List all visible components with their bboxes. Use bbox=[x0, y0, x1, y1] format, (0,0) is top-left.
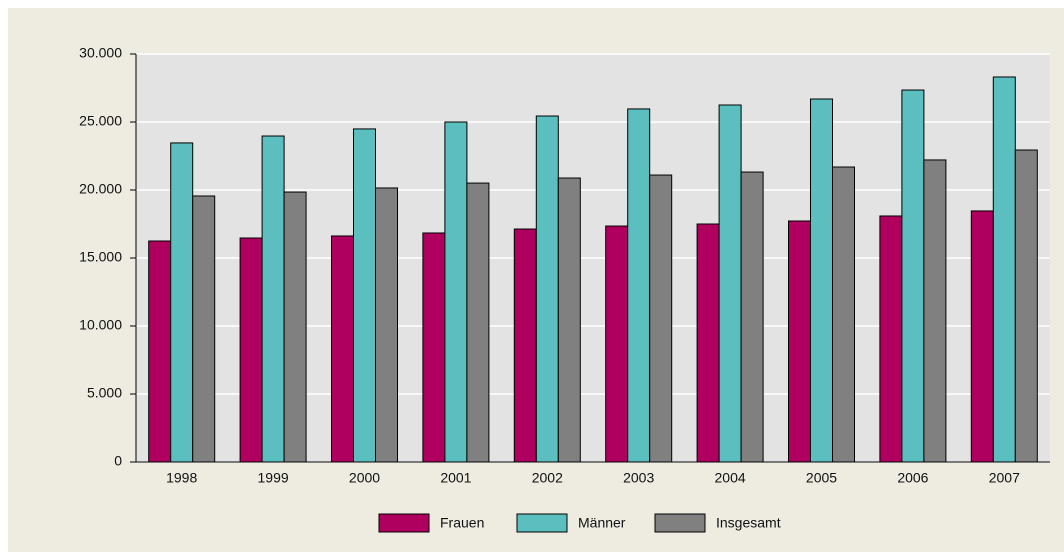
bar bbox=[696, 223, 720, 463]
x-tick-label: 2001 bbox=[440, 470, 471, 486]
bar bbox=[879, 215, 903, 463]
x-tick-label: 2007 bbox=[989, 470, 1020, 486]
bar bbox=[901, 89, 925, 463]
y-tick-label: 30.000 bbox=[79, 45, 122, 61]
legend-label: Frauen bbox=[440, 515, 484, 531]
bar bbox=[353, 128, 376, 463]
bar bbox=[148, 240, 172, 463]
y-tick-label: 25.000 bbox=[79, 113, 122, 129]
bar bbox=[649, 174, 673, 463]
bar bbox=[718, 104, 742, 463]
x-tick-label: 1998 bbox=[166, 470, 197, 486]
bar bbox=[627, 108, 651, 463]
x-tick-label: 2004 bbox=[715, 470, 746, 486]
bar bbox=[444, 121, 468, 463]
bar bbox=[422, 232, 446, 463]
bar bbox=[810, 98, 833, 463]
y-tick-label: 20.000 bbox=[79, 181, 122, 197]
y-tick-label: 10.000 bbox=[79, 317, 122, 333]
x-tick-label: 2002 bbox=[532, 470, 563, 486]
bar bbox=[239, 237, 263, 463]
bar bbox=[557, 177, 581, 463]
bar bbox=[192, 195, 216, 463]
bar bbox=[375, 187, 398, 463]
y-tick-label: 15.000 bbox=[79, 249, 122, 265]
bar bbox=[261, 135, 285, 463]
x-tick-label: 2005 bbox=[806, 470, 837, 486]
bar bbox=[170, 142, 194, 463]
x-tick-label: 2000 bbox=[349, 470, 380, 486]
x-tick-label: 2006 bbox=[897, 470, 928, 486]
legend-label: Männer bbox=[578, 515, 626, 531]
bar bbox=[283, 191, 307, 463]
y-tick-label: 0 bbox=[114, 453, 122, 469]
legend-swatch bbox=[654, 513, 706, 533]
bar bbox=[992, 76, 1016, 463]
bar bbox=[1014, 149, 1038, 463]
bar bbox=[466, 182, 490, 463]
bar bbox=[535, 115, 559, 463]
bar bbox=[788, 220, 811, 463]
bar bbox=[832, 166, 855, 463]
y-tick-label: 5.000 bbox=[87, 385, 122, 401]
bar bbox=[331, 235, 354, 463]
x-tick-label: 1999 bbox=[258, 470, 289, 486]
legend-swatch bbox=[516, 513, 568, 533]
bar bbox=[970, 210, 994, 463]
legend-label: Insgesamt bbox=[716, 515, 781, 531]
legend-swatch bbox=[378, 513, 430, 533]
bar bbox=[923, 159, 947, 463]
bar bbox=[605, 225, 629, 463]
x-tick-label: 2003 bbox=[623, 470, 654, 486]
bar bbox=[513, 228, 537, 463]
bar bbox=[740, 171, 764, 463]
